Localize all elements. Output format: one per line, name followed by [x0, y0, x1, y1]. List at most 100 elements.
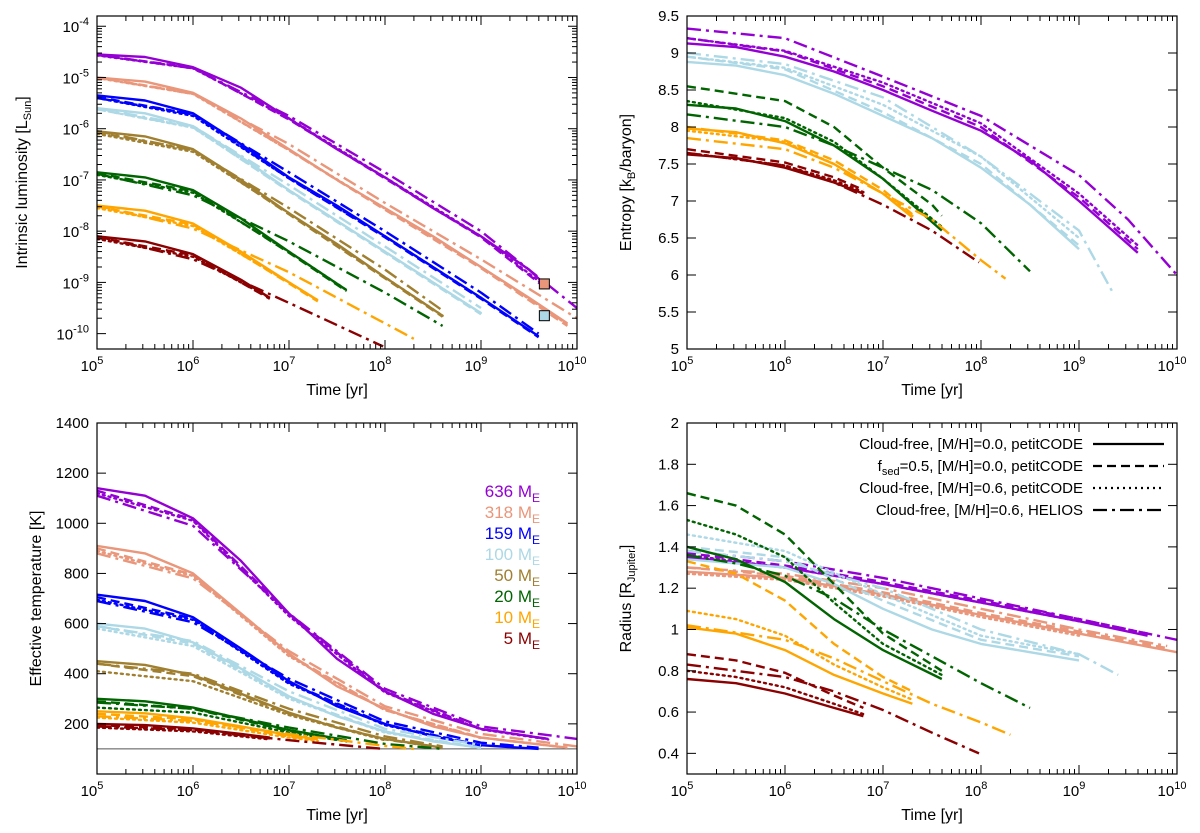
y-tick-label: 6 — [671, 267, 679, 284]
x-tick-exponent: 6 — [785, 780, 791, 792]
series-group — [97, 487, 577, 751]
y-tick-base: 10 — [63, 224, 80, 241]
series-line-c5-dashdot — [97, 725, 384, 751]
series-line-c20-dashdot — [97, 172, 444, 327]
y-tick-label: 1400 — [56, 415, 89, 432]
x-tick-label-main: 10 — [1063, 358, 1080, 375]
mass-legend-sub: E — [532, 575, 540, 589]
y-axis-label-post: ] — [618, 545, 635, 549]
plot-frame — [686, 15, 1178, 350]
x-tick-label-main: 10 — [177, 783, 194, 800]
series-line-c20-dashdot — [687, 113, 1031, 273]
series-line-c636-dotted — [97, 54, 550, 290]
legend-label-post: =0.5, [M/H]=0.0, petitCODE — [900, 458, 1083, 475]
x-tick-label-main: 10 — [1063, 783, 1080, 800]
style-legend: Cloud-free, [M/H]=0.0, petitCODE fsed=0.5… — [859, 436, 1164, 519]
x-tick-label-main: 10 — [558, 783, 575, 800]
x-tick-label-main: 10 — [177, 358, 194, 375]
x-tick-label: 106 — [177, 780, 200, 800]
x-tick-exponent: 5 — [97, 780, 103, 792]
series-line-c10-dashdot — [97, 204, 415, 340]
mass-legend-label: 50 M — [494, 566, 532, 585]
series-line-c10-dotted — [97, 206, 319, 302]
y-tick-label: 8 — [671, 119, 679, 136]
x-axis-label: Time [yr] — [306, 382, 368, 399]
x-tick-exponent: 10 — [574, 355, 586, 367]
series-line-c10-solid — [687, 626, 913, 705]
mass-legend-sub: E — [532, 554, 540, 568]
y-tick-exponent: -5 — [79, 67, 89, 79]
x-axis-label: Time [yr] — [901, 382, 963, 399]
y-tick-label: 10-4 — [63, 16, 89, 36]
y-axis-label-main: Effective temperature [K] — [28, 511, 45, 687]
y-tick-label: 200 — [64, 716, 89, 733]
x-tick-label: 107 — [273, 780, 296, 800]
series-line-c20-dotted — [97, 173, 348, 292]
y-tick-label: 5 — [671, 341, 679, 358]
x-tick-label-main: 10 — [965, 358, 982, 375]
series-line-c100-dotted — [687, 533, 1081, 656]
y-tick-label: 1.8 — [658, 456, 679, 473]
series-line-c100-dotted — [687, 55, 1081, 240]
series-line-c318-dashdot — [97, 76, 577, 320]
series-line-c5-dashed — [687, 148, 864, 192]
panel-entropy: 105 106 107 108 109 101055.566.577.588.599.5T… — [618, 8, 1186, 399]
series-line-c636-dotted — [687, 37, 1139, 247]
x-tick-label-main: 10 — [1158, 783, 1175, 800]
series-line-c100-dashdot — [687, 549, 1119, 676]
mass-legend-sub: E — [532, 491, 540, 505]
x-tick-label-main: 10 — [867, 358, 884, 375]
series-line-c50-dashed — [97, 131, 444, 318]
x-tick-exponent: 10 — [1174, 355, 1186, 367]
mass-legend-sub: E — [532, 512, 540, 526]
x-tick-exponent: 9 — [1079, 355, 1085, 367]
x-tick-exponent: 6 — [193, 355, 199, 367]
series-line-c318-dotted — [97, 76, 569, 326]
x-tick-label-main: 10 — [867, 783, 884, 800]
series-line-c50-dotted — [97, 132, 444, 317]
y-tick-label: 10-7 — [63, 170, 89, 190]
x-tick-label-main: 10 — [81, 358, 98, 375]
x-tick-label: 1010 — [558, 780, 587, 800]
series-line-c318-dotted — [97, 549, 483, 740]
y-tick-label: 7.5 — [658, 156, 679, 173]
x-tick-label: 107 — [867, 355, 890, 375]
x-tick-label: 108 — [965, 355, 988, 375]
panel-luminosity: 105 106 107 108 109 101010-1010-910-810-710-6… — [14, 15, 586, 399]
series-line-c50-solid — [97, 130, 444, 317]
style-legend-label-dashed: fsed=0.5, [M/H]=0.0, petitCODE — [878, 458, 1083, 478]
mass-legend-label: 159 M — [485, 524, 532, 543]
y-tick-label: 1.4 — [658, 539, 679, 556]
y-tick-label: 5.5 — [658, 304, 679, 321]
x-tick-label-main: 10 — [465, 358, 482, 375]
x-tick-label-main: 10 — [769, 783, 786, 800]
x-tick-exponent: 8 — [981, 355, 987, 367]
mass-legend-entry-c100: 100 ME — [485, 545, 540, 568]
y-tick-exponent: -9 — [79, 272, 89, 284]
x-tick-label: 106 — [177, 355, 200, 375]
series-line-c100-dashed — [97, 108, 482, 316]
series-line-c20-dotted — [687, 518, 943, 677]
x-tick-label: 106 — [769, 355, 792, 375]
data-marker-c318 — [538, 278, 550, 290]
series-line-c10-dotted — [97, 716, 319, 743]
y-axis-label-post: ] — [14, 96, 31, 100]
series-line-c10-dashed — [687, 560, 913, 693]
series-line-c636-dashdot — [97, 53, 577, 309]
x-tick-exponent: 5 — [687, 780, 693, 792]
mass-legend-entry-c5: 5 ME — [504, 629, 540, 652]
y-tick-label: 400 — [64, 666, 89, 683]
series-line-c636-dotted — [687, 553, 1081, 623]
series-line-c159-dashdot — [97, 96, 540, 335]
y-tick-label: 2 — [671, 415, 679, 432]
x-tick-exponent: 6 — [785, 355, 791, 367]
series-line-c159-dashdot — [97, 599, 539, 749]
series-group — [97, 53, 577, 348]
x-tick-exponent: 9 — [481, 780, 487, 792]
series-line-c318-dashdot — [97, 552, 577, 748]
plot-frame — [96, 422, 578, 775]
mass-legend-entry-c636: 636 ME — [485, 482, 540, 505]
series-line-c20-dotted — [687, 99, 943, 229]
